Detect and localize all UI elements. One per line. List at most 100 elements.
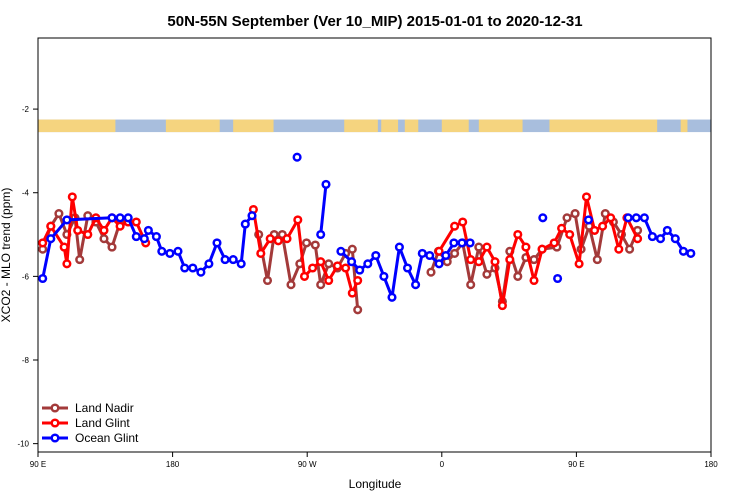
ocean-glint-point	[411, 280, 421, 290]
x-tick-label: 90 W	[298, 460, 317, 469]
ocean-glint-point	[678, 246, 688, 256]
land-nadir-point	[301, 238, 312, 248]
land-glint-point	[316, 257, 326, 267]
land-glint-point	[341, 263, 351, 273]
legend-marker	[50, 418, 60, 428]
ocean-glint-point	[631, 213, 641, 223]
ocean-glint-point	[220, 255, 230, 265]
land-nadir-point	[562, 213, 572, 223]
land-glint-point	[590, 225, 600, 235]
land-segment	[381, 119, 399, 133]
ocean-glint-point	[143, 225, 153, 235]
y-tick-label: -6	[22, 272, 30, 281]
land-glint-point	[67, 192, 77, 202]
land-segment	[680, 119, 688, 133]
series-ocean-glint	[38, 152, 696, 302]
ocean-glint-point	[553, 273, 563, 284]
land-glint-point	[59, 242, 69, 252]
ocean-glint-point	[686, 248, 696, 258]
land-glint-point	[347, 288, 357, 298]
land-glint-point	[598, 221, 608, 231]
legend-marker	[50, 403, 60, 413]
land-glint-point	[521, 242, 531, 252]
ocean-glint-point	[465, 238, 475, 248]
land-glint-point	[256, 248, 266, 258]
ocean-glint-point	[321, 179, 331, 189]
land-nadir-point	[474, 242, 484, 252]
ocean-glint-point	[647, 232, 657, 242]
ocean-glint-point	[196, 267, 206, 277]
ocean-glint-point	[449, 238, 459, 248]
y-axis: -2 -4 -6 -8 -10	[17, 105, 38, 449]
y-tick-label: -8	[22, 356, 30, 365]
land-glint-point	[62, 259, 72, 269]
land-nadir-point	[347, 244, 357, 254]
land-nadir-point	[286, 280, 296, 290]
land-nadir-point	[99, 234, 109, 244]
series-layer	[38, 152, 696, 315]
ocean-glint-point	[623, 213, 633, 223]
land-segment	[549, 119, 658, 133]
ocean-glint-point	[115, 213, 125, 223]
land-ocean-strip	[38, 119, 711, 133]
ocean-glint-point	[157, 246, 167, 256]
ocean-glint-point	[292, 152, 302, 162]
land-glint-point	[633, 234, 643, 244]
ocean-glint-point	[212, 238, 222, 248]
ocean-glint-point	[131, 232, 141, 242]
land-glint-point	[46, 221, 56, 231]
land-glint-point	[265, 234, 275, 244]
land-glint-point	[131, 217, 141, 227]
land-glint-point	[308, 263, 318, 273]
ocean-glint-point	[46, 234, 56, 244]
land-glint-point	[273, 236, 283, 246]
land-nadir-point	[54, 209, 64, 219]
ocean-glint-point	[173, 246, 183, 256]
land-glint-point	[38, 238, 48, 248]
land-glint-point	[574, 259, 584, 269]
ocean-glint-point	[670, 234, 680, 244]
land-nadir-point	[353, 305, 363, 315]
land-nadir-point	[570, 209, 580, 219]
land-glint-point	[332, 261, 343, 271]
land-nadir-point	[482, 269, 492, 279]
land-nadir-point	[426, 267, 436, 277]
legend-label: Ocean Glint	[75, 431, 139, 445]
land-glint-point	[529, 275, 539, 286]
ocean-glint-point	[363, 259, 373, 269]
land-glint-point	[293, 215, 303, 225]
x-axis-label: Longitude	[349, 477, 402, 491]
land-glint-point	[490, 257, 500, 267]
ocean-glint-point	[434, 259, 444, 269]
ocean-glint-point	[236, 259, 246, 269]
land-glint-point	[466, 255, 476, 265]
land-glint-point	[497, 301, 507, 311]
x-tick-label: 90 E	[568, 460, 584, 469]
ocean-glint-point	[336, 246, 346, 256]
land-segment	[38, 119, 116, 133]
land-segment	[404, 119, 419, 133]
plot-frame	[37, 37, 712, 453]
ocean-glint-point	[316, 229, 326, 240]
ocean-glint-point	[123, 213, 133, 223]
land-nadir-point	[450, 248, 460, 258]
land-segment	[233, 119, 274, 133]
ocean-glint-point	[662, 225, 672, 235]
land-glint-point	[505, 255, 515, 265]
ocean-glint-point	[387, 292, 397, 302]
land-nadir-point	[513, 271, 523, 281]
land-nadir-point	[466, 280, 476, 290]
ocean-glint-point	[655, 234, 666, 244]
ocean-glint-point	[417, 248, 427, 258]
series-land-glint	[38, 192, 643, 311]
land-nadir-point	[262, 275, 273, 286]
ocean-glint-point	[355, 265, 365, 275]
x-tick-label: 0	[440, 460, 445, 469]
land-glint-point	[565, 229, 575, 240]
land-nadir-point	[310, 240, 320, 250]
x-tick-label: 180	[166, 460, 180, 469]
x-tick-label: 180	[704, 460, 718, 469]
ocean-glint-point	[394, 242, 404, 252]
land-glint-point	[537, 244, 547, 254]
